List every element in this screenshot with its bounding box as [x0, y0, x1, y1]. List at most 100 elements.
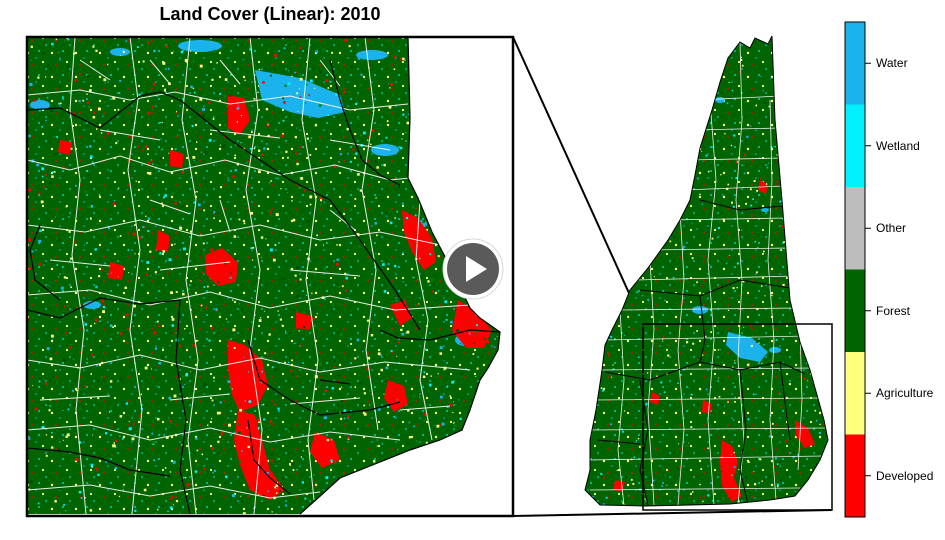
- landcover-speckle: [633, 92, 636, 95]
- landcover-speckle: [780, 479, 782, 481]
- landcover-speckle: [780, 434, 782, 436]
- landcover-speckle: [626, 316, 628, 318]
- landcover-speckle: [756, 340, 759, 343]
- landcover-speckle: [160, 202, 163, 205]
- landcover-speckle: [686, 341, 689, 344]
- landcover-speckle: [280, 419, 283, 422]
- landcover-speckle: [134, 85, 137, 88]
- landcover-speckle: [34, 422, 36, 424]
- landcover-speckle: [66, 433, 70, 437]
- landcover-speckle: [274, 486, 277, 489]
- landcover-speckle: [429, 149, 431, 152]
- landcover-speckle: [239, 408, 243, 412]
- landcover-speckle: [738, 71, 741, 74]
- landcover-speckle: [222, 144, 225, 148]
- landcover-speckle: [764, 295, 766, 297]
- landcover-speckle: [732, 287, 735, 290]
- landcover-speckle: [636, 407, 638, 409]
- landcover-speckle: [507, 247, 509, 249]
- landcover-speckle: [733, 134, 736, 137]
- landcover-speckle: [306, 137, 309, 140]
- landcover-speckle: [440, 447, 443, 450]
- landcover-speckle: [449, 395, 452, 397]
- landcover-speckle: [62, 166, 65, 169]
- landcover-speckle: [126, 342, 129, 345]
- landcover-speckle: [726, 263, 728, 265]
- landcover-speckle: [434, 116, 437, 120]
- landcover-speckle: [181, 375, 185, 379]
- landcover-speckle: [142, 60, 145, 63]
- landcover-speckle: [620, 178, 622, 181]
- landcover-speckle: [111, 454, 113, 456]
- landcover-speckle: [648, 180, 650, 183]
- landcover-speckle: [235, 144, 237, 146]
- landcover-speckle: [165, 45, 168, 48]
- landcover-speckle: [431, 224, 434, 227]
- landcover-speckle: [331, 387, 334, 390]
- landcover-speckle: [312, 317, 315, 320]
- landcover-speckle: [737, 299, 739, 300]
- landcover-speckle: [401, 138, 403, 140]
- landcover-speckle: [50, 109, 53, 112]
- landcover-speckle: [305, 83, 308, 86]
- landcover-speckle: [647, 298, 650, 301]
- landcover-speckle: [45, 454, 48, 457]
- landcover-speckle: [29, 480, 33, 484]
- landcover-speckle: [305, 50, 308, 53]
- landcover-speckle: [314, 325, 316, 327]
- landcover-speckle: [702, 161, 704, 162]
- landcover-speckle: [497, 476, 499, 479]
- landcover-speckle: [464, 169, 466, 171]
- landcover-speckle: [739, 121, 741, 124]
- landcover-speckle: [299, 77, 303, 81]
- landcover-speckle: [28, 43, 30, 45]
- landcover-speckle: [321, 294, 323, 296]
- landcover-speckle: [588, 420, 591, 423]
- landcover-speckle: [155, 384, 159, 388]
- landcover-speckle: [341, 130, 344, 133]
- landcover-speckle: [612, 368, 615, 370]
- landcover-speckle: [99, 320, 101, 322]
- landcover-speckle: [347, 438, 350, 440]
- landcover-speckle: [506, 44, 507, 45]
- landcover-speckle: [134, 474, 135, 476]
- landcover-speckle: [774, 457, 778, 460]
- play-button[interactable]: [441, 237, 505, 301]
- landcover-speckle: [419, 468, 421, 470]
- landcover-speckle: [137, 236, 141, 240]
- landcover-speckle: [727, 183, 730, 186]
- landcover-speckle: [347, 436, 350, 439]
- landcover-speckle: [829, 132, 831, 134]
- landcover-speckle: [299, 278, 302, 281]
- landcover-speckle: [71, 125, 74, 127]
- landcover-speckle: [485, 309, 488, 312]
- landcover-speckle: [610, 488, 613, 491]
- landcover-speckle: [460, 372, 464, 375]
- landcover-speckle: [314, 484, 316, 486]
- landcover-speckle: [308, 94, 310, 96]
- landcover-speckle: [657, 41, 660, 44]
- landcover-speckle: [681, 174, 683, 176]
- landcover-speckle: [402, 252, 404, 254]
- landcover-speckle: [169, 419, 172, 422]
- landcover-speckle: [804, 310, 806, 312]
- landcover-speckle: [504, 327, 505, 328]
- landcover-speckle: [797, 136, 799, 138]
- landcover-speckle: [633, 456, 636, 459]
- landcover-speckle: [271, 511, 273, 513]
- landcover-speckle: [717, 436, 719, 438]
- landcover-speckle: [52, 171, 54, 174]
- landcover-speckle: [608, 108, 611, 111]
- landcover-speckle: [749, 324, 752, 327]
- landcover-speckle: [507, 108, 509, 110]
- landcover-speckle: [406, 330, 410, 334]
- landcover-speckle: [365, 501, 368, 505]
- landcover-speckle: [263, 403, 265, 406]
- landcover-speckle: [780, 249, 783, 251]
- landcover-speckle: [128, 427, 132, 431]
- landcover-speckle: [437, 373, 439, 375]
- landcover-speckle: [505, 191, 508, 194]
- landcover-speckle: [389, 83, 393, 86]
- landcover-speckle: [764, 445, 766, 448]
